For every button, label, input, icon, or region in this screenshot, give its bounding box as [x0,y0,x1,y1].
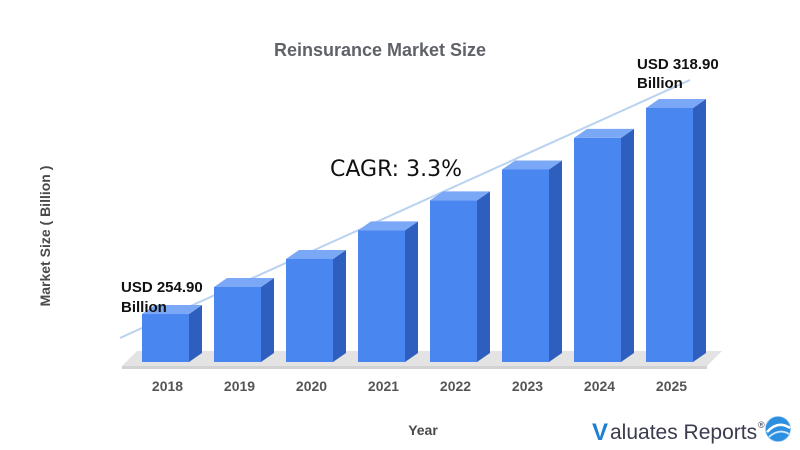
bar-side-2021 [405,221,418,362]
logo-text: aluates Reports [610,421,757,444]
end-value-label-line2: Billion [637,75,683,92]
bar-2023 [502,160,562,362]
logo-letter: V [592,419,608,446]
bar-top-2023 [502,160,562,170]
bar-front-2022 [430,200,477,362]
chart-title: Reinsurance Market Size [274,40,486,60]
bar-front-2020 [286,258,333,362]
bar-side-2022 [477,191,490,362]
bar-side-2024 [621,128,634,362]
valuates-logo: V aluates Reports ® [592,415,792,446]
chart-floor [122,351,722,366]
y-axis-title: Market Size ( Billion ) [37,166,53,307]
end-value-label-line1: USD 318.90 [637,56,719,73]
x-tick-labels: 2018 2019 2020 2021 2022 2023 2024 2025 [152,378,687,394]
cagr-label: CAGR: 3.3% [330,157,462,182]
bar-side-2018 [189,305,202,362]
bar-top-2022 [430,191,490,201]
bar-2018 [142,305,202,362]
start-value-label-line2: Billion [121,299,167,316]
bar-2022 [430,191,490,362]
valuates-globe-icon [764,415,792,443]
x-tick-label: 2023 [512,378,543,394]
bar-side-2023 [549,160,562,362]
logo-registered: ® [758,420,765,430]
start-value-label-line1: USD 254.90 [121,279,203,296]
bar-front-2021 [358,230,405,362]
x-tick-label: 2019 [224,378,255,394]
bar-front-2018 [142,314,189,362]
bar-front-2024 [574,137,621,362]
bar-2019 [214,277,274,362]
bar-top-2018 [142,305,202,315]
bars-group [142,98,706,363]
bar-side-2025 [693,98,706,363]
bar-top-2021 [358,221,418,231]
bar-front-2023 [502,169,549,362]
bar-2025 [646,98,706,363]
chart-floor-edge [122,366,707,369]
bar-top-2020 [286,249,346,259]
x-tick-label: 2024 [584,378,615,394]
x-tick-label: 2022 [440,378,471,394]
bar-2020 [286,249,346,362]
bar-front-2025 [646,107,693,362]
bar-top-2024 [574,128,634,138]
bar-2024 [574,128,634,362]
bar-side-2019 [261,277,274,362]
bar-2021 [358,221,418,362]
x-tick-label: 2018 [152,378,183,394]
bar-side-2020 [333,249,346,362]
x-tick-label: 2025 [656,378,687,394]
x-tick-label: 2021 [368,378,399,394]
x-tick-label: 2020 [296,378,327,394]
bar-top-2019 [214,277,274,287]
x-axis-title: Year [408,422,438,438]
bar-top-2025 [646,98,706,108]
bar-front-2019 [214,286,261,362]
